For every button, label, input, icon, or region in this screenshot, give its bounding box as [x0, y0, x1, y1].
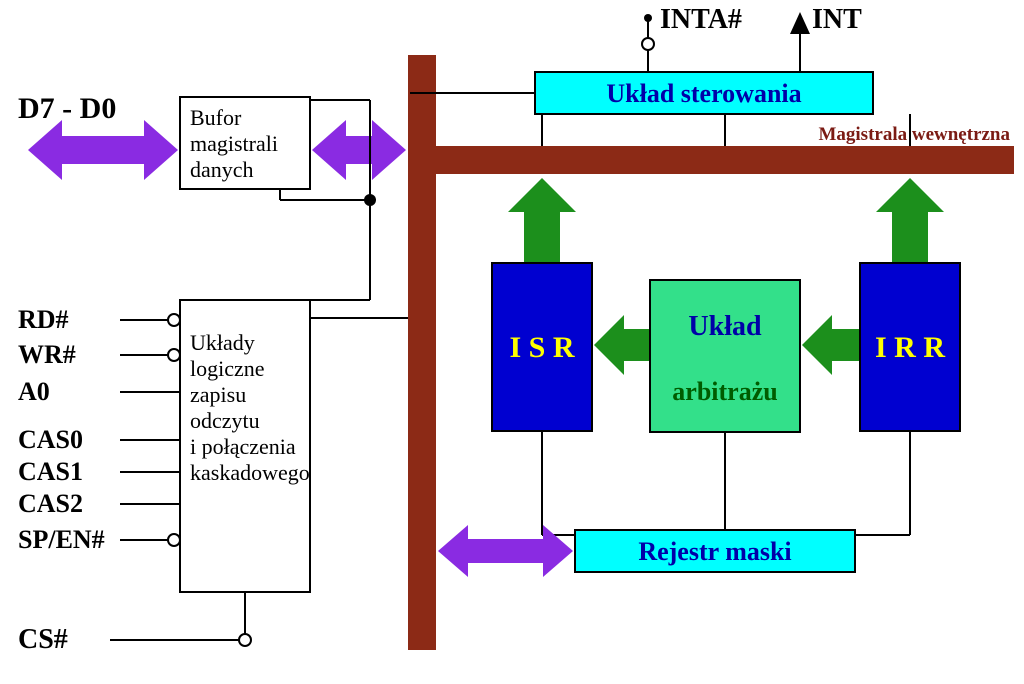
- bus-horizontal: [408, 146, 1014, 174]
- arb-l1: Układ: [688, 311, 762, 342]
- arrow-bus-mask: [438, 525, 573, 577]
- bufor-l2: magistrali: [190, 131, 278, 156]
- logic-l5: i połączenia: [190, 434, 296, 459]
- int-arrowhead: [790, 12, 810, 34]
- cs-label: CS#: [18, 624, 68, 655]
- arrow-irr-up: [876, 178, 944, 263]
- arrow-isr-up: [508, 178, 576, 263]
- arrow-ext-bufor: [28, 120, 178, 180]
- control-label: Układ sterowania: [606, 79, 801, 108]
- logic-l3: zapisu: [190, 382, 246, 407]
- arrow-irr-to-arb: [802, 315, 860, 375]
- logic-l4: odczytu: [190, 408, 260, 433]
- pin-CAS1: CAS1: [18, 457, 83, 486]
- mask-label: Rejestr maski: [638, 537, 791, 566]
- pin-CAS2: CAS2: [18, 489, 83, 518]
- logic-l6: kaskadowego: [190, 460, 310, 485]
- logic-l2: logiczne: [190, 356, 265, 381]
- bubble: [168, 314, 180, 326]
- isr-label: I S R: [509, 331, 574, 364]
- d7d0-label: D7 - D0: [18, 92, 116, 125]
- pin-SP/EN#: SP/EN#: [18, 525, 105, 554]
- inta-dot: [644, 14, 652, 22]
- pin-RD#: RD#: [18, 305, 69, 334]
- arb-block: [650, 280, 800, 432]
- pin-CAS0: CAS0: [18, 425, 83, 454]
- arrow-bufor-bus: [312, 120, 406, 180]
- irr-label: I R R: [875, 331, 945, 364]
- cs-bubble: [239, 634, 251, 646]
- pin-WR#: WR#: [18, 340, 76, 369]
- arb-l2: arbitrażu: [672, 377, 777, 406]
- inta-label: INTA#: [660, 4, 742, 35]
- pin-A0: A0: [18, 377, 50, 406]
- logic-l1: Układy: [190, 330, 255, 355]
- bufor-l1: Bufor: [190, 105, 242, 130]
- bubble: [168, 349, 180, 361]
- int-label: INT: [812, 4, 862, 35]
- bufor-l3: danych: [190, 157, 254, 182]
- arrow-arb-to-isr: [594, 315, 650, 375]
- bubble: [168, 534, 180, 546]
- inta-bubble: [642, 38, 654, 50]
- bus-vertical: [408, 55, 436, 650]
- bus-label: Magistrala wewnętrzna: [818, 124, 1010, 145]
